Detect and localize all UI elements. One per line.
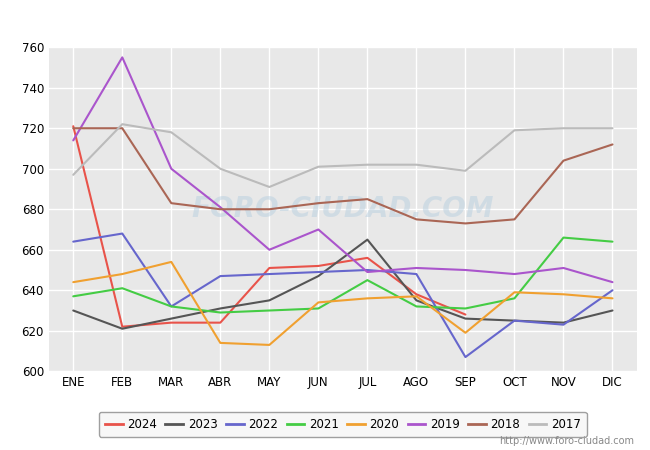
Text: Afiliados en Gálvez a 30/9/2024: Afiliados en Gálvez a 30/9/2024 <box>170 9 480 29</box>
Text: FORO-CIUDAD.COM: FORO-CIUDAD.COM <box>192 195 494 223</box>
Legend: 2024, 2023, 2022, 2021, 2020, 2019, 2018, 2017: 2024, 2023, 2022, 2021, 2020, 2019, 2018… <box>99 412 587 436</box>
Text: http://www.foro-ciudad.com: http://www.foro-ciudad.com <box>499 436 634 446</box>
